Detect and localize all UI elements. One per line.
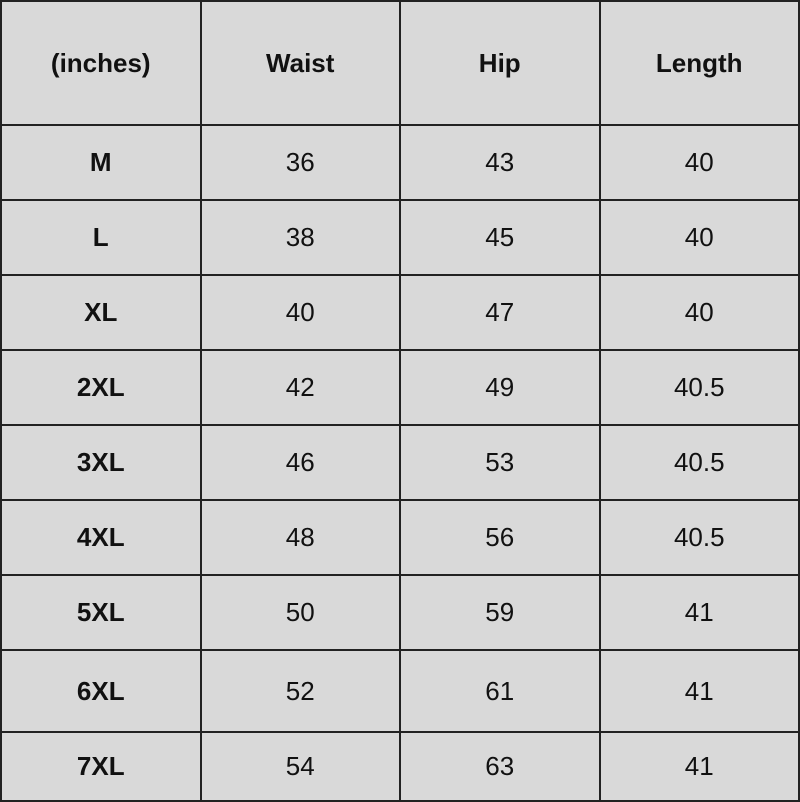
waist-cell: 40 <box>199 274 401 351</box>
table-row: 4XL 48 56 40.5 <box>0 499 800 576</box>
table-row: 2XL 42 49 40.5 <box>0 349 800 426</box>
hip-cell: 45 <box>399 199 601 276</box>
length-cell: 40 <box>598 199 800 276</box>
hip-cell: 43 <box>399 124 601 201</box>
hip-cell: 56 <box>399 499 601 576</box>
header-row: (inches) Waist Hip Length <box>0 0 800 126</box>
waist-cell: 52 <box>199 649 401 733</box>
waist-cell: 36 <box>199 124 401 201</box>
length-cell: 41 <box>598 731 800 802</box>
hip-cell: 59 <box>399 574 601 651</box>
table-row: 5XL 50 59 41 <box>0 574 800 651</box>
waist-cell: 38 <box>199 199 401 276</box>
size-cell: 4XL <box>0 499 202 576</box>
size-cell: 3XL <box>0 424 202 501</box>
hip-cell: 63 <box>399 731 601 802</box>
length-cell: 40 <box>598 124 800 201</box>
size-cell: M <box>0 124 202 201</box>
waist-cell: 46 <box>199 424 401 501</box>
waist-cell: 54 <box>199 731 401 802</box>
size-cell: 2XL <box>0 349 202 426</box>
table-row: M 36 43 40 <box>0 124 800 201</box>
table-row: L 38 45 40 <box>0 199 800 276</box>
size-cell: 7XL <box>0 731 202 802</box>
table-row: 3XL 46 53 40.5 <box>0 424 800 501</box>
hip-cell: 61 <box>399 649 601 733</box>
length-cell: 40.5 <box>598 424 800 501</box>
length-cell: 40.5 <box>598 499 800 576</box>
header-length: Length <box>598 0 800 126</box>
waist-cell: 48 <box>199 499 401 576</box>
hip-cell: 49 <box>399 349 601 426</box>
header-waist: Waist <box>199 0 401 126</box>
hip-cell: 47 <box>399 274 601 351</box>
length-cell: 40.5 <box>598 349 800 426</box>
hip-cell: 53 <box>399 424 601 501</box>
size-cell: 5XL <box>0 574 202 651</box>
length-cell: 41 <box>598 649 800 733</box>
waist-cell: 50 <box>199 574 401 651</box>
table-row: 6XL 52 61 41 <box>0 649 800 733</box>
size-cell: 6XL <box>0 649 202 733</box>
table-row: 7XL 54 63 41 <box>0 731 800 802</box>
header-unit: (inches) <box>0 0 202 126</box>
length-cell: 40 <box>598 274 800 351</box>
table-row: XL 40 47 40 <box>0 274 800 351</box>
waist-cell: 42 <box>199 349 401 426</box>
length-cell: 41 <box>598 574 800 651</box>
header-hip: Hip <box>399 0 601 126</box>
size-cell: XL <box>0 274 202 351</box>
size-cell: L <box>0 199 202 276</box>
